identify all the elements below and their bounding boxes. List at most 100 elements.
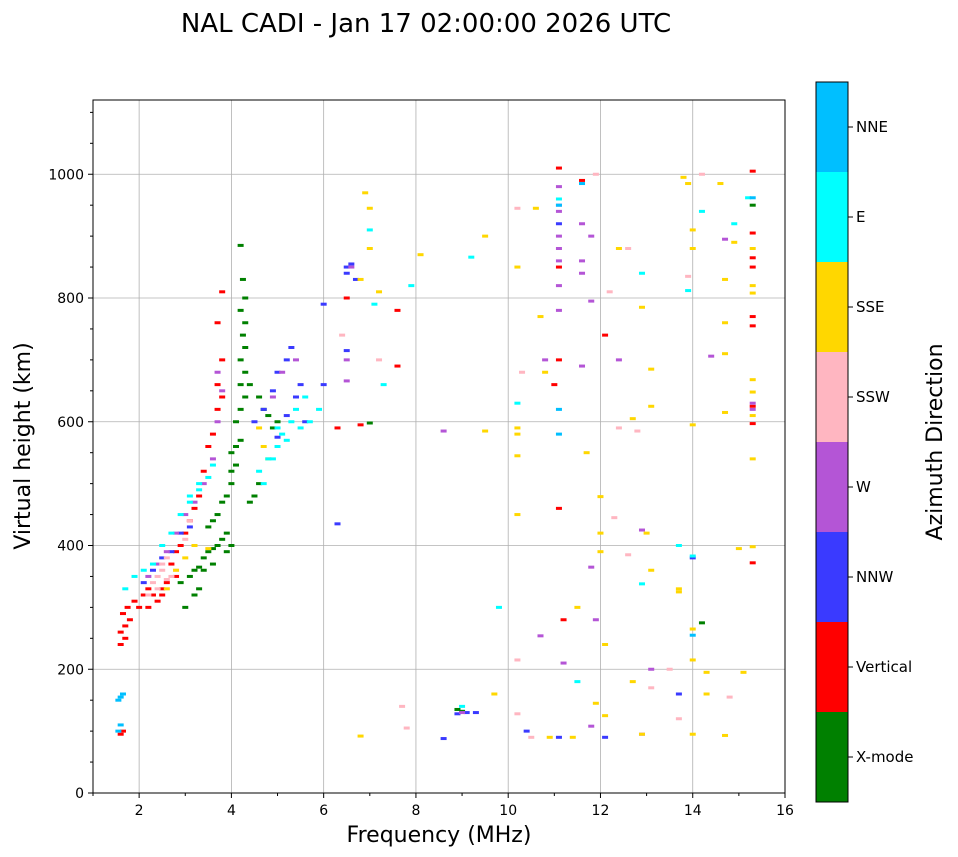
echo-point (532, 206, 539, 210)
echo-point (131, 599, 138, 603)
echo-point (491, 692, 498, 696)
echo-point (256, 469, 263, 473)
echo-point (119, 692, 126, 696)
echo-point (749, 315, 756, 319)
echo-point (482, 429, 489, 433)
x-axis-label: Frequency (MHz) (347, 823, 532, 848)
echo-point (602, 714, 609, 718)
echo-point (200, 469, 207, 473)
echo-point (191, 500, 198, 504)
echo-point (196, 482, 203, 486)
echo-point (749, 196, 756, 200)
echo-point (454, 712, 461, 716)
echo-point (689, 627, 696, 631)
echo-point (514, 426, 521, 430)
echo-point (602, 643, 609, 646)
echo-point (588, 724, 595, 728)
echo-point (256, 426, 263, 430)
colorbar-frame (815, 81, 849, 803)
echo-point (399, 704, 406, 708)
echo-point (288, 346, 295, 349)
echo-point (703, 670, 710, 674)
colorbar-tick-label: NNW (856, 568, 893, 586)
y-tick-label: 600 (57, 415, 84, 431)
echo-point (357, 423, 364, 427)
echo-point (625, 553, 632, 557)
echo-point (731, 240, 738, 244)
colorbar-tick-label: SSE (856, 298, 885, 316)
echo-point (182, 605, 189, 609)
echo-point (749, 247, 756, 250)
echo-point (717, 182, 724, 186)
y-axis: 0 200 400 600 800 1000 (48, 111, 93, 802)
echo-point (246, 383, 253, 387)
echo-point (629, 680, 636, 684)
echo-point (260, 407, 267, 411)
echo-point (588, 565, 595, 569)
echo-point (274, 420, 281, 424)
echo-point (246, 500, 253, 504)
y-tick-label: 800 (57, 291, 84, 307)
echo-point (555, 222, 562, 226)
echo-point (514, 401, 521, 405)
echo-point (205, 525, 212, 529)
echo-point (588, 299, 595, 303)
y-tick-label: 1000 (48, 167, 84, 183)
echo-point (124, 605, 131, 609)
echo-point (182, 513, 189, 517)
echo-point (154, 599, 161, 603)
echo-point (237, 438, 244, 442)
echo-point (140, 581, 147, 585)
echo-point (634, 429, 641, 433)
echo-point (168, 562, 175, 566)
echo-point (163, 578, 170, 582)
echo-point (219, 389, 226, 393)
echo-point (196, 565, 203, 569)
y-tick-label: 200 (57, 662, 84, 678)
echo-point (542, 358, 549, 362)
echo-point (302, 420, 309, 424)
echo-point (468, 255, 475, 259)
echo-point (463, 711, 470, 715)
echo-point (648, 404, 655, 408)
echo-point (708, 354, 715, 358)
echo-point (233, 463, 240, 467)
echo-point (117, 643, 124, 646)
echo-point (256, 482, 263, 486)
echo-point (546, 735, 553, 739)
echo-point (703, 692, 710, 696)
echo-point (560, 661, 567, 665)
echo-point (233, 445, 240, 448)
echo-point (154, 587, 161, 591)
echo-point (219, 358, 226, 362)
echo-point (680, 175, 687, 179)
echo-point (177, 544, 184, 547)
echo-point (519, 370, 526, 374)
echo-point (685, 182, 692, 186)
echo-point (555, 284, 562, 288)
echo-point (292, 358, 299, 362)
echo-point (555, 506, 562, 510)
echo-point (579, 259, 586, 263)
echo-point (237, 243, 244, 247)
echo-point (735, 547, 742, 551)
echo-point (269, 389, 276, 393)
echo-point (200, 556, 207, 560)
echo-point (749, 324, 756, 328)
echo-point (200, 482, 207, 486)
echo-point (579, 182, 586, 186)
echo-point (749, 561, 756, 565)
echo-point (648, 568, 655, 572)
echo-point (126, 618, 133, 622)
echo-point (749, 457, 756, 461)
echo-point (440, 737, 447, 741)
echo-point (648, 686, 655, 690)
echo-point (115, 698, 122, 702)
echo-point (579, 222, 586, 226)
echo-point (297, 383, 304, 387)
x-tick-label: 6 (319, 803, 328, 819)
echo-point (228, 544, 235, 547)
echo-point (731, 222, 738, 226)
echo-point (555, 185, 562, 189)
chart-title: NAL CADI - Jan 17 02:00:00 2026 UTC (181, 9, 671, 39)
